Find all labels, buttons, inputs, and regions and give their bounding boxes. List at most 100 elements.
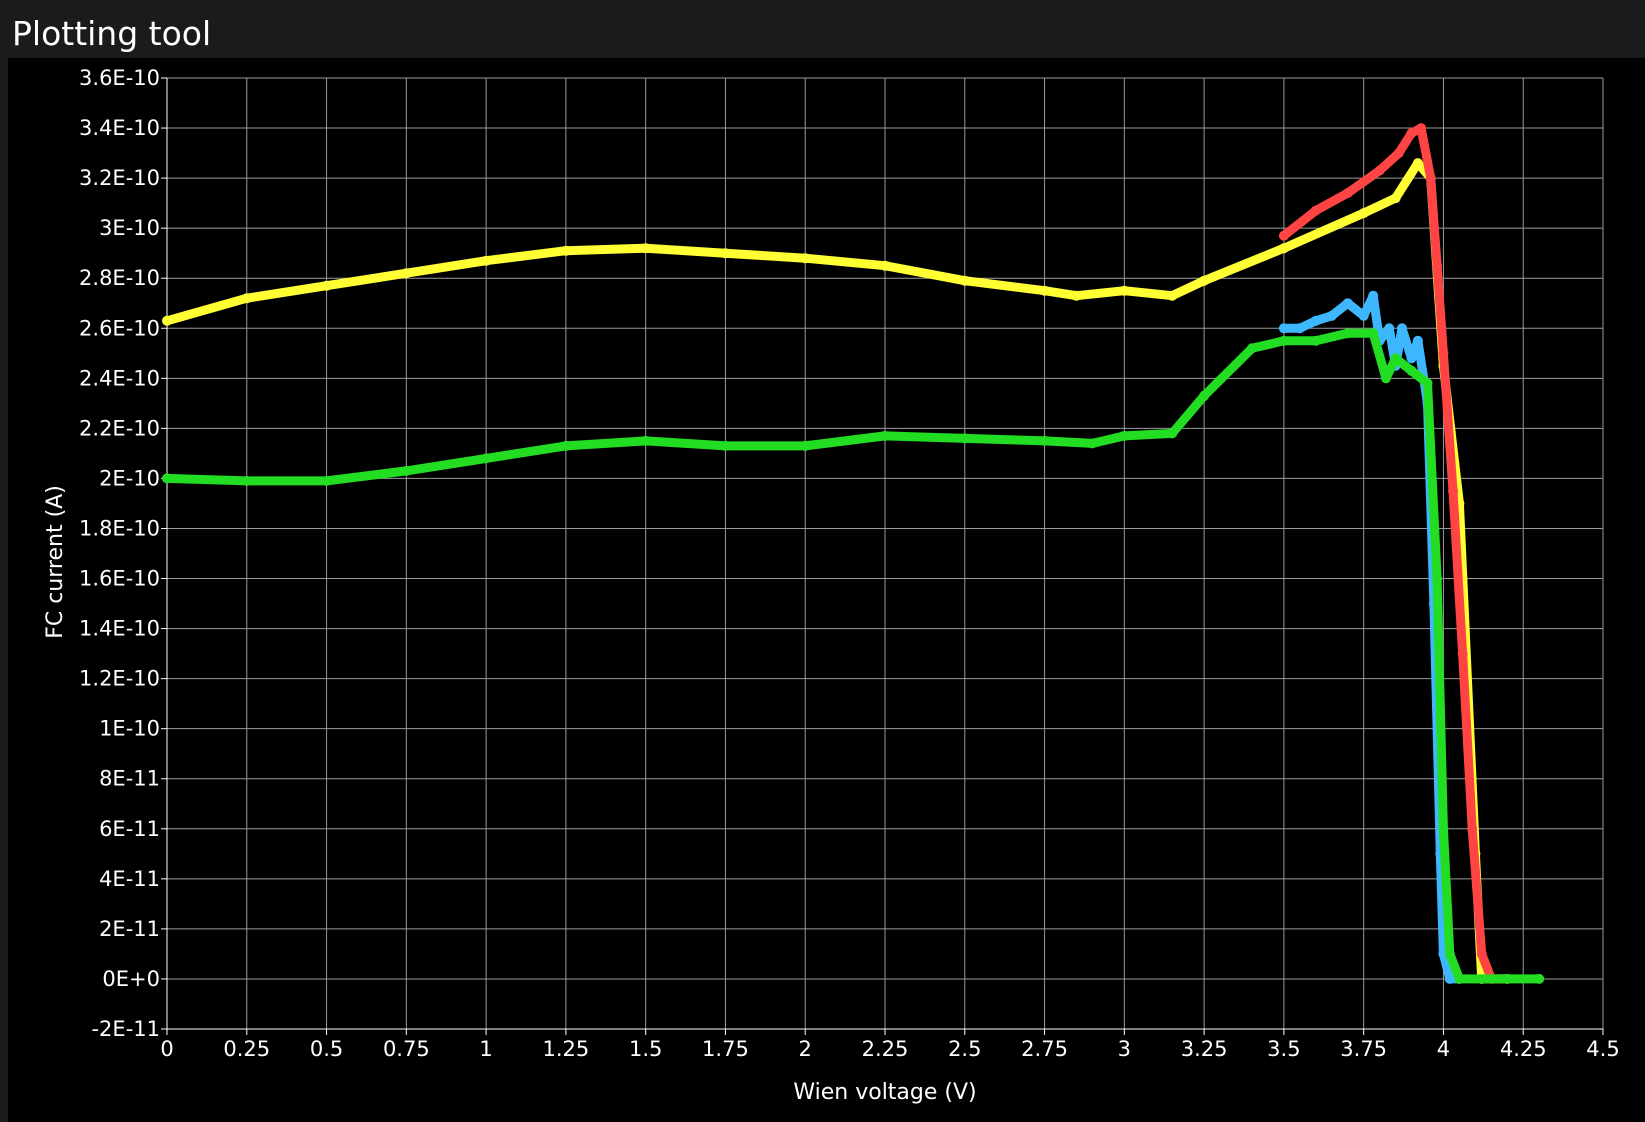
x-tick-label: 3.75 — [1340, 1037, 1387, 1061]
series-trace — [1279, 291, 1464, 984]
x-tick-label: 0.75 — [383, 1037, 430, 1061]
y-tick-label: 2.8E-10 — [79, 266, 160, 290]
y-tick-label: 2.4E-10 — [79, 366, 160, 390]
y-tick-label: 2.2E-10 — [79, 416, 160, 440]
data-point — [1342, 188, 1353, 199]
x-tick-label: 4 — [1437, 1037, 1450, 1061]
x-tick-label: 4.5 — [1586, 1037, 1619, 1061]
data-point — [800, 440, 811, 451]
data-point — [481, 453, 492, 464]
x-tick-label: 2 — [799, 1037, 812, 1061]
y-tick-label: 1.4E-10 — [79, 617, 160, 641]
series-trace — [1279, 123, 1496, 984]
window-title: Plotting tool — [12, 14, 212, 53]
x-tick-label: 1.5 — [629, 1037, 662, 1061]
series-3 — [162, 328, 1545, 984]
y-tick-label: 1E-10 — [99, 717, 160, 741]
data-point — [1438, 823, 1449, 834]
data-point — [640, 435, 651, 446]
data-point — [1390, 193, 1401, 204]
data-point — [1071, 290, 1082, 301]
y-tick-label: 8E-11 — [99, 767, 160, 791]
y-tick-label: 2E-10 — [99, 466, 160, 490]
y-tick-label: 3E-10 — [99, 216, 160, 240]
data-point — [241, 475, 252, 486]
x-tick-label: 4.25 — [1500, 1037, 1547, 1061]
data-point — [1039, 435, 1050, 446]
data-point — [1368, 290, 1379, 301]
title-bar: Plotting tool — [0, 0, 1645, 58]
series-trace — [162, 158, 1512, 984]
y-tick-label: 6E-11 — [99, 817, 160, 841]
y-tick-label: 1.8E-10 — [79, 516, 160, 540]
y-tick-label: -2E-11 — [91, 1017, 160, 1041]
data-point — [1412, 335, 1423, 346]
data-point — [1416, 123, 1427, 134]
y-tick-label: 2E-11 — [99, 917, 160, 941]
data-point — [1454, 973, 1465, 984]
data-point — [1393, 148, 1404, 159]
data-point — [1342, 328, 1353, 339]
x-tick-label: 3.25 — [1181, 1037, 1228, 1061]
x-tick-label: 0.5 — [310, 1037, 343, 1061]
x-tick-label: 0.25 — [223, 1037, 270, 1061]
data-point — [560, 440, 571, 451]
data-point — [1167, 290, 1178, 301]
data-point — [1278, 230, 1289, 241]
data-point — [1326, 310, 1337, 321]
data-point — [162, 473, 172, 484]
data-point — [481, 255, 492, 266]
data-point — [1167, 428, 1178, 439]
data-point — [1039, 285, 1050, 296]
x-axis-label: Wien voltage (V) — [793, 1080, 976, 1105]
data-point — [1358, 208, 1369, 219]
data-point — [640, 243, 651, 254]
axes — [161, 77, 1604, 1035]
data-point — [1432, 260, 1443, 271]
data-point — [1278, 323, 1289, 334]
y-tick-label: 3.2E-10 — [79, 166, 160, 190]
y-tick-label: 3.4E-10 — [79, 116, 160, 140]
y-tick-label: 2.6E-10 — [79, 316, 160, 340]
x-tick-label: 0 — [160, 1037, 173, 1061]
y-tick-label: 1.2E-10 — [79, 667, 160, 691]
data-point — [1406, 365, 1417, 376]
data-point — [1390, 353, 1401, 364]
data-point — [959, 275, 970, 286]
data-point — [1368, 328, 1379, 339]
data-point — [880, 430, 890, 441]
data-point — [1119, 285, 1130, 296]
data-point — [162, 315, 172, 326]
x-tick-label: 3 — [1118, 1037, 1131, 1061]
data-point — [1374, 165, 1385, 176]
series-layer — [162, 123, 1545, 984]
data-point — [1247, 343, 1257, 354]
data-point — [1444, 973, 1455, 984]
x-tick-label: 1.25 — [543, 1037, 590, 1061]
data-point — [1406, 353, 1417, 364]
data-point — [241, 293, 252, 304]
data-point — [1310, 335, 1321, 346]
data-point — [401, 465, 412, 476]
data-point — [1087, 438, 1098, 449]
data-point — [1278, 335, 1289, 346]
data-point — [1310, 205, 1321, 216]
series-trace — [162, 328, 1544, 984]
data-point — [1294, 323, 1305, 334]
data-point — [321, 475, 332, 486]
plot-area[interactable] — [8, 58, 1645, 1122]
data-point — [1406, 128, 1417, 139]
data-point — [1448, 485, 1458, 496]
y-tick-label: 1.6E-10 — [79, 567, 160, 591]
data-point — [1444, 948, 1455, 959]
data-point — [401, 268, 412, 279]
data-point — [1278, 243, 1289, 254]
data-point — [1199, 275, 1210, 286]
data-point — [1397, 323, 1407, 334]
tick-labels: 0 0.25 0.5 0.75 1 1.25 1.5 1.75 2 2.25 2.5 2.75 3 3.2… — [79, 66, 1620, 1061]
y-tick-label: 3.6E-10 — [79, 66, 160, 90]
data-point — [1119, 430, 1130, 441]
data-point — [1457, 648, 1468, 659]
y-tick-label: 0E+0 — [102, 967, 160, 991]
